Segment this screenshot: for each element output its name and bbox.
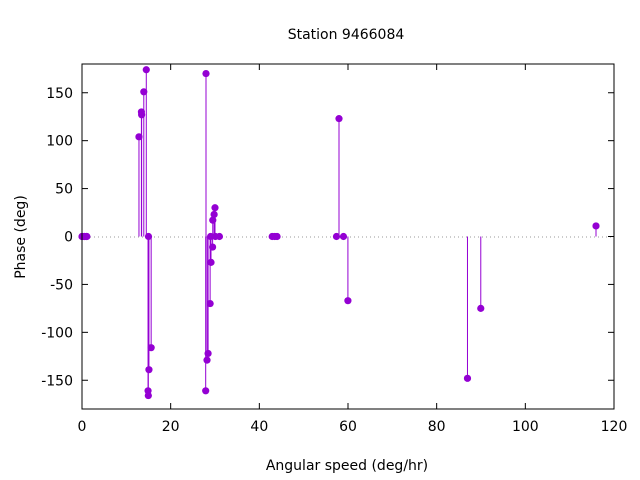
data-point [206, 299, 214, 308]
x-tick-label: 100 [512, 419, 539, 435]
data-point [142, 66, 150, 74]
data-point [202, 69, 210, 78]
data-point [339, 232, 348, 241]
data-point [145, 366, 153, 374]
chart-title: Station 9466084 [288, 27, 405, 43]
data-point [463, 374, 472, 382]
y-tick-label: -150 [41, 373, 73, 389]
data-point [477, 304, 485, 312]
data-point [215, 232, 224, 241]
y-tick-label: 150 [46, 86, 73, 102]
x-tick-label: 40 [250, 419, 268, 435]
data-point [204, 349, 212, 358]
data-point [147, 344, 155, 352]
data-point [209, 216, 217, 224]
y-tick-label: -50 [50, 277, 73, 293]
x-tick-label: 120 [601, 419, 628, 435]
data-point [344, 297, 352, 305]
data-point [138, 111, 146, 119]
data-point [202, 387, 210, 395]
data-point [335, 115, 343, 123]
y-axis-ticks: -150 -100 -50 0 50 100 150 [41, 86, 614, 389]
data-point [207, 258, 215, 266]
x-axis-ticks: 0 20 40 60 80 100 120 [78, 64, 628, 435]
data-point [209, 243, 217, 251]
data-point [203, 356, 211, 364]
data-point [592, 222, 600, 230]
x-axis-label: Angular speed (deg/hr) [266, 458, 428, 474]
y-tick-label: 100 [46, 134, 73, 150]
data-point [144, 391, 152, 400]
data-point [144, 232, 153, 241]
data-point [83, 232, 91, 241]
data-point [211, 204, 219, 212]
y-tick-label: -100 [41, 325, 73, 341]
data-point [273, 232, 281, 241]
x-tick-label: 60 [339, 419, 357, 435]
data-point [135, 133, 143, 141]
y-axis-label: Phase (deg) [13, 195, 29, 279]
data-point [140, 88, 148, 96]
plot-frame [81, 63, 615, 410]
data-point [210, 210, 218, 219]
x-tick-label: 0 [78, 419, 87, 435]
y-tick-label: 0 [64, 230, 73, 246]
data-point [332, 232, 341, 241]
y-tick-label: 50 [55, 182, 73, 198]
x-tick-label: 80 [428, 419, 446, 435]
data-points [78, 66, 600, 400]
x-tick-label: 20 [162, 419, 180, 435]
